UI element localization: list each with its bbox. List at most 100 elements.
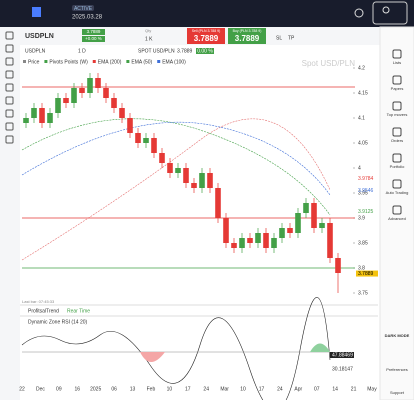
sell-price: 3.7889: [194, 34, 219, 43]
x-tick-label: Dec: [36, 386, 45, 392]
candle-body: [279, 228, 285, 238]
y-tick-label: 3.75: [358, 290, 368, 296]
candle-body: [159, 153, 165, 163]
x-tick-label: Feb: [147, 386, 156, 392]
candle-body: [311, 203, 317, 228]
tool-icon[interactable]: [5, 122, 14, 131]
candle-body: [247, 238, 253, 243]
globe-icon[interactable]: [354, 8, 364, 18]
candle-body: [287, 228, 293, 233]
buy-price: 3.7889: [235, 34, 260, 43]
candle-body: [119, 108, 125, 118]
sidebar-icon[interactable]: [392, 75, 402, 85]
sidebar-item[interactable]: Orders: [391, 138, 403, 143]
top-bar: [0, 0, 414, 27]
sidebar-item[interactable]: Papers: [391, 86, 404, 91]
rsi-label: 30.18147: [332, 366, 353, 372]
sidebar-item[interactable]: Portfolio: [390, 164, 405, 169]
indicator1-sub: Rear Time: [67, 308, 90, 314]
badge-bg: [72, 5, 94, 11]
candle-body: [215, 188, 221, 218]
sidebar-item[interactable]: Auto Trading: [386, 190, 409, 195]
rsi-zone: [140, 352, 165, 362]
rsi-badge-bg: [330, 352, 354, 358]
candle-body: [167, 163, 173, 173]
sidebar-icon[interactable]: [392, 153, 402, 163]
x-tick-label: 09: [56, 386, 62, 392]
candle-body: [95, 78, 101, 88]
date: 2025.03.28: [72, 15, 103, 21]
sidebar-item[interactable]: Lists: [393, 60, 401, 65]
candle-body: [223, 218, 229, 243]
chart-symbol[interactable]: USDPLN: [25, 48, 46, 54]
candle-body: [23, 118, 29, 123]
candle-body: [55, 98, 61, 113]
interval[interactable]: 1 D: [78, 48, 86, 54]
tool-icon[interactable]: [5, 109, 14, 118]
x-tick-label: 22: [19, 386, 25, 392]
candle-body: [327, 223, 333, 258]
sidebar-icon[interactable]: [392, 49, 402, 59]
user-icon: [382, 6, 390, 14]
qty[interactable]: 1 K: [145, 36, 153, 42]
legend-swatch: [157, 60, 161, 63]
sidebar-icon[interactable]: [392, 179, 402, 189]
sidebar-icon[interactable]: [392, 205, 402, 215]
x-tick-label: 10: [240, 386, 246, 392]
axis-badge-label: 3.9125: [358, 209, 374, 215]
ema-100: [21, 121, 331, 196]
axis-badge-label: 3.7889: [358, 271, 374, 277]
sl[interactable]: SL: [276, 35, 282, 41]
y-tick-label: 4: [358, 165, 361, 171]
x-tick-label: 17: [259, 386, 265, 392]
logo: [32, 7, 41, 17]
candle-body: [183, 168, 189, 183]
candle-body: [255, 233, 261, 243]
sidebar-icon[interactable]: [392, 101, 402, 111]
rsi-zone: [310, 343, 330, 352]
preferences[interactable]: Preferences: [386, 367, 408, 372]
tool-icon[interactable]: [5, 70, 14, 79]
candle-body: [319, 223, 325, 228]
candle-body: [295, 213, 301, 233]
indicator2-name: Dynamic Zone RSI (14 20): [28, 319, 88, 325]
x-tick-label: Apr: [294, 386, 302, 392]
legend-swatch: [92, 60, 96, 63]
sell-label: Sell (PLN 3.788 9): [192, 29, 221, 33]
tool-icon[interactable]: [5, 96, 14, 105]
support[interactable]: Support: [390, 390, 405, 395]
x-tick-label: 16: [74, 386, 80, 392]
y-tick-label: 4.2: [358, 65, 365, 71]
tp[interactable]: TP: [288, 35, 295, 41]
candle-body: [151, 138, 157, 153]
axis-badge-label: 3.9784: [358, 176, 374, 182]
y-tick-label: 4.15: [358, 90, 368, 96]
dark-mode[interactable]: DARK MODE: [385, 333, 410, 338]
candle-body: [207, 173, 213, 188]
x-tick-label: Mar: [220, 386, 229, 392]
tool-icon[interactable]: [5, 31, 14, 40]
candle-body: [239, 238, 245, 248]
tool-icon[interactable]: [5, 57, 14, 66]
sidebar-item[interactable]: Top movers: [387, 112, 408, 117]
sidebar-item[interactable]: Advanced: [388, 216, 406, 221]
candle-body: [199, 173, 205, 188]
spot-price: 3.7889: [177, 48, 193, 54]
user-button[interactable]: [372, 1, 408, 25]
symbol[interactable]: USDPLN: [25, 33, 54, 40]
tool-icon[interactable]: [5, 135, 14, 144]
tool-icon[interactable]: [5, 83, 14, 92]
candle-body: [175, 168, 181, 173]
candle-body: [303, 203, 309, 213]
sidebar-icon[interactable]: [392, 127, 402, 137]
sell-button[interactable]: [187, 28, 225, 44]
tool-icon[interactable]: [5, 44, 14, 53]
x-tick-label: 2025: [90, 386, 101, 392]
legend-item: Price: [28, 59, 40, 65]
y-tick-label: 3.9: [358, 215, 365, 221]
spot-change-bg: [196, 48, 214, 54]
axis-badge-label: 3.9546: [358, 188, 374, 194]
indicator1-name: ProfitsalTrend: [28, 308, 59, 314]
buy-button[interactable]: [228, 28, 266, 44]
